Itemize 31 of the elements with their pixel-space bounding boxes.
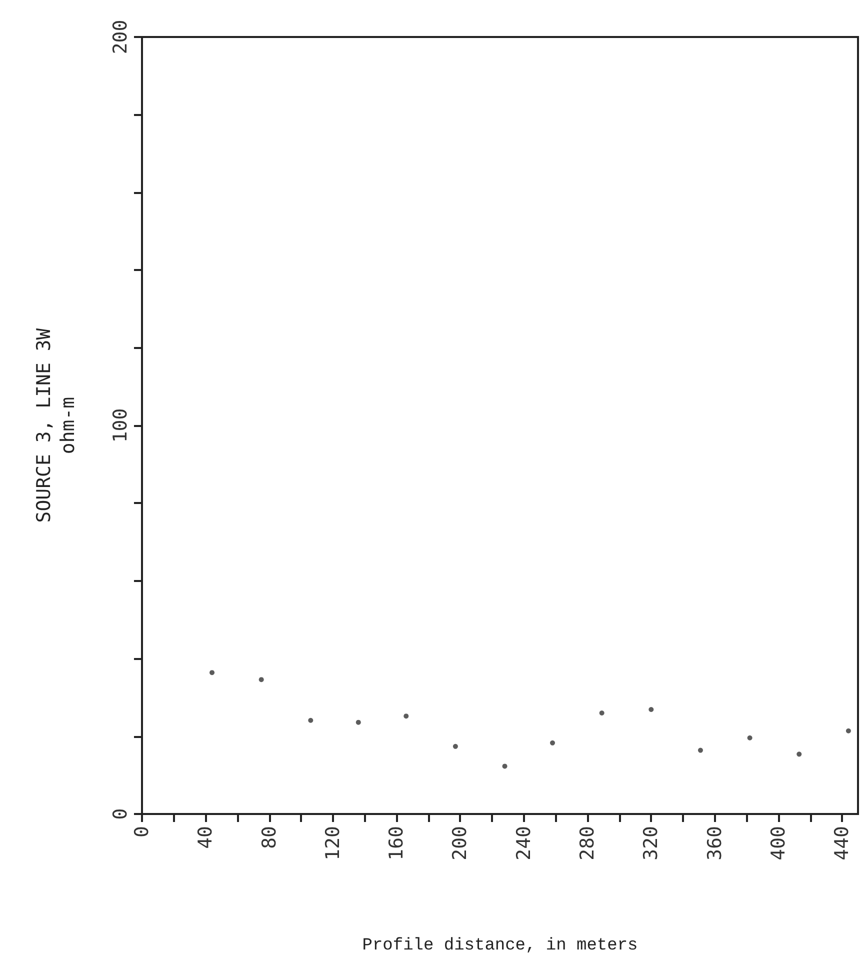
y-axis-title: SOURCE 3, LINE 3W ohm-m — [33, 328, 79, 523]
x-tick-label: 320 — [640, 826, 662, 860]
x-tick-label: 440 — [831, 826, 854, 860]
x-axis-title: Profile distance, in meters — [362, 936, 638, 956]
x-tick-label: 280 — [576, 826, 599, 860]
point — [356, 720, 361, 725]
point — [846, 728, 851, 734]
point — [648, 706, 654, 712]
x-tick-label: 160 — [386, 826, 408, 860]
point — [258, 677, 264, 682]
point — [747, 735, 752, 740]
point — [698, 748, 703, 753]
point — [502, 764, 508, 769]
point — [452, 744, 458, 749]
x-tick-label: 400 — [767, 826, 790, 860]
point — [404, 714, 409, 719]
x-tick-label: 40 — [194, 826, 217, 849]
point — [308, 718, 314, 723]
point — [210, 670, 215, 676]
x-tick-label: 0 — [131, 826, 153, 838]
x-tick-label: 200 — [449, 826, 472, 860]
x-tick-label: 360 — [704, 826, 726, 860]
y-tick-label: 0 — [110, 808, 132, 820]
x-tick-label: 240 — [512, 826, 535, 860]
y-tick-label: 100 — [110, 408, 132, 443]
y-tick-label: 200 — [110, 20, 132, 54]
point — [550, 740, 556, 746]
x-tick-label: 120 — [322, 826, 344, 860]
x-tick-label: 80 — [258, 826, 280, 849]
point — [796, 752, 802, 757]
point — [599, 710, 604, 716]
